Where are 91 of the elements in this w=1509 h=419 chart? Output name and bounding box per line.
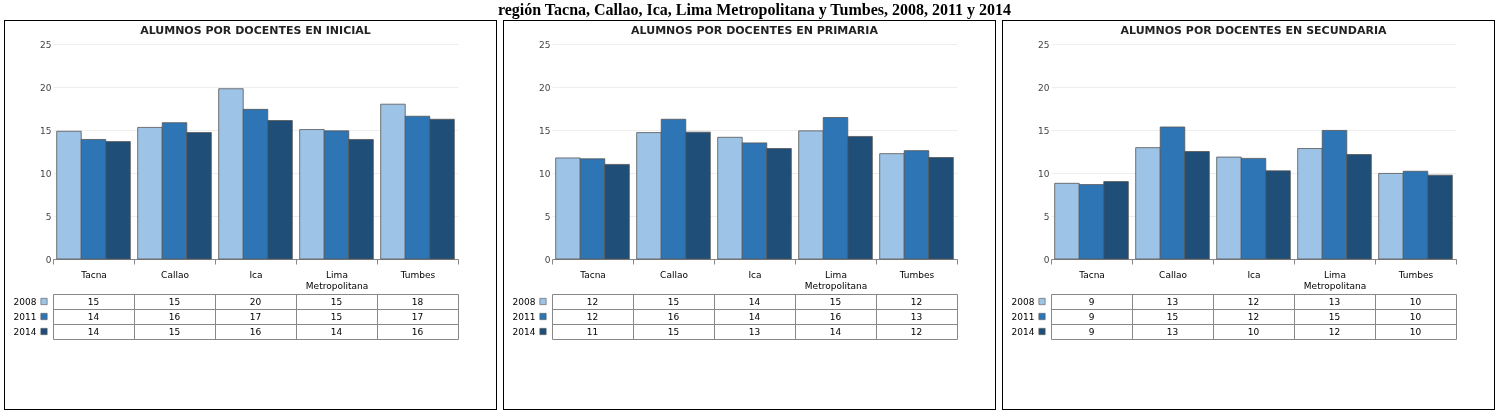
data-label: 16 [411, 326, 424, 337]
y-tick-label: 5 [544, 211, 551, 222]
x-tick-label: Ica [748, 269, 762, 280]
legend-label: 2011 [1011, 312, 1035, 322]
data-label: 14 [748, 311, 761, 322]
data-label: 15 [87, 296, 100, 307]
y-tick-label: 0 [544, 254, 551, 265]
data-label: 12 [586, 311, 599, 322]
y-tick-label: 15 [1038, 125, 1050, 136]
y-tick-label: 20 [1038, 82, 1050, 93]
data-label: 16 [829, 311, 842, 322]
data-label: 10 [1409, 311, 1422, 322]
data-label: 14 [829, 326, 842, 337]
y-tick-label: 20 [539, 82, 551, 93]
y-tick-label: 0 [45, 254, 52, 265]
data-label: 16 [667, 311, 680, 322]
data-label: 15 [330, 311, 343, 322]
legend-label: 2008 [13, 297, 37, 307]
x-tick-label: Ica [249, 269, 263, 280]
y-tick-label: 25 [539, 39, 551, 50]
x-tick-label: Callao [660, 269, 689, 280]
legend-label: 2008 [1011, 297, 1035, 307]
legend-label: 2008 [512, 297, 536, 307]
y-tick-label: 5 [1043, 211, 1050, 222]
y-tick-label: 5 [45, 211, 52, 222]
x-tick-label: Tacna [579, 269, 606, 280]
x-tick-label: Tacna [80, 269, 107, 280]
data-label: 13 [1328, 296, 1341, 307]
data-label: 13 [1166, 326, 1179, 337]
data-label: 14 [87, 311, 100, 322]
x-tick-label: Lima Metropolitana [1303, 269, 1367, 291]
data-label: 15 [667, 296, 680, 307]
data-label: 15 [1328, 311, 1341, 322]
data-label: 14 [87, 326, 100, 337]
data-label: 10 [1247, 326, 1260, 337]
y-tick-label: 15 [40, 125, 52, 136]
y-tick-label: 10 [40, 168, 52, 179]
data-label: 15 [1166, 311, 1179, 322]
y-tick-label: 25 [40, 39, 52, 50]
data-label: 12 [1328, 326, 1341, 337]
y-tick-label: 25 [1038, 39, 1050, 50]
y-tick-label: 0 [1043, 254, 1050, 265]
data-label: 15 [330, 296, 343, 307]
y-tick-label: 10 [1038, 168, 1050, 179]
data-label: 15 [168, 296, 181, 307]
data-label: 16 [168, 311, 181, 322]
data-label: 16 [249, 326, 262, 337]
data-label: 14 [748, 296, 761, 307]
x-tick-label: Tacna [1078, 269, 1105, 280]
x-tick-label: Tumbes [1397, 269, 1434, 280]
data-label: 15 [168, 326, 181, 337]
data-label: 12 [1247, 296, 1260, 307]
data-label: 20 [249, 296, 262, 307]
legend-label: 2014 [13, 327, 37, 337]
legend-label: 2011 [13, 312, 37, 322]
data-label: 13 [748, 326, 761, 337]
chart-title: ALUMNOS POR DOCENTES EN SECUNDARIA [1120, 24, 1387, 37]
data-label: 13 [1166, 296, 1179, 307]
chart-title: ALUMNOS POR DOCENTES EN PRIMARIA [631, 24, 879, 37]
data-label: 9 [1088, 296, 1095, 307]
data-label: 17 [411, 311, 424, 322]
data-label: 10 [1409, 296, 1422, 307]
data-label: 12 [1247, 311, 1260, 322]
text: región Tacna, Callao, Ica, Lima Metropolitana y Tumbes, 2008, 2011 y 2014 [496, 0, 1013, 20]
data-label: 9 [1088, 311, 1095, 322]
data-label: 15 [667, 326, 680, 337]
legend-label: 2011 [512, 312, 536, 322]
data-label: 12 [586, 296, 599, 307]
data-label: 12 [910, 296, 923, 307]
x-tick-label: Callao [161, 269, 190, 280]
y-tick-label: 20 [40, 82, 52, 93]
data-label: 12 [910, 326, 923, 337]
data-label: 17 [249, 311, 262, 322]
chart-title: ALUMNOS POR DOCENTES EN INICIAL [140, 24, 371, 37]
x-tick-label: Lima Metropolitana [804, 269, 868, 291]
x-tick-label: Tumbes [898, 269, 935, 280]
legend-label: 2014 [512, 327, 536, 337]
data-label: 9 [1088, 326, 1095, 337]
x-tick-label: Ica [1247, 269, 1261, 280]
x-tick-label: Callao [1159, 269, 1188, 280]
x-tick-label: Tumbes [399, 269, 436, 280]
legend-label: 2014 [1011, 327, 1035, 337]
y-tick-label: 10 [539, 168, 551, 179]
y-tick-label: 15 [539, 125, 551, 136]
data-label: 10 [1409, 326, 1422, 337]
data-label: 18 [411, 296, 424, 307]
data-label: 13 [910, 311, 923, 322]
data-label: 14 [330, 326, 343, 337]
data-label: 11 [586, 326, 599, 337]
x-tick-label: Lima Metropolitana [305, 269, 369, 291]
data-label: 15 [829, 296, 842, 307]
